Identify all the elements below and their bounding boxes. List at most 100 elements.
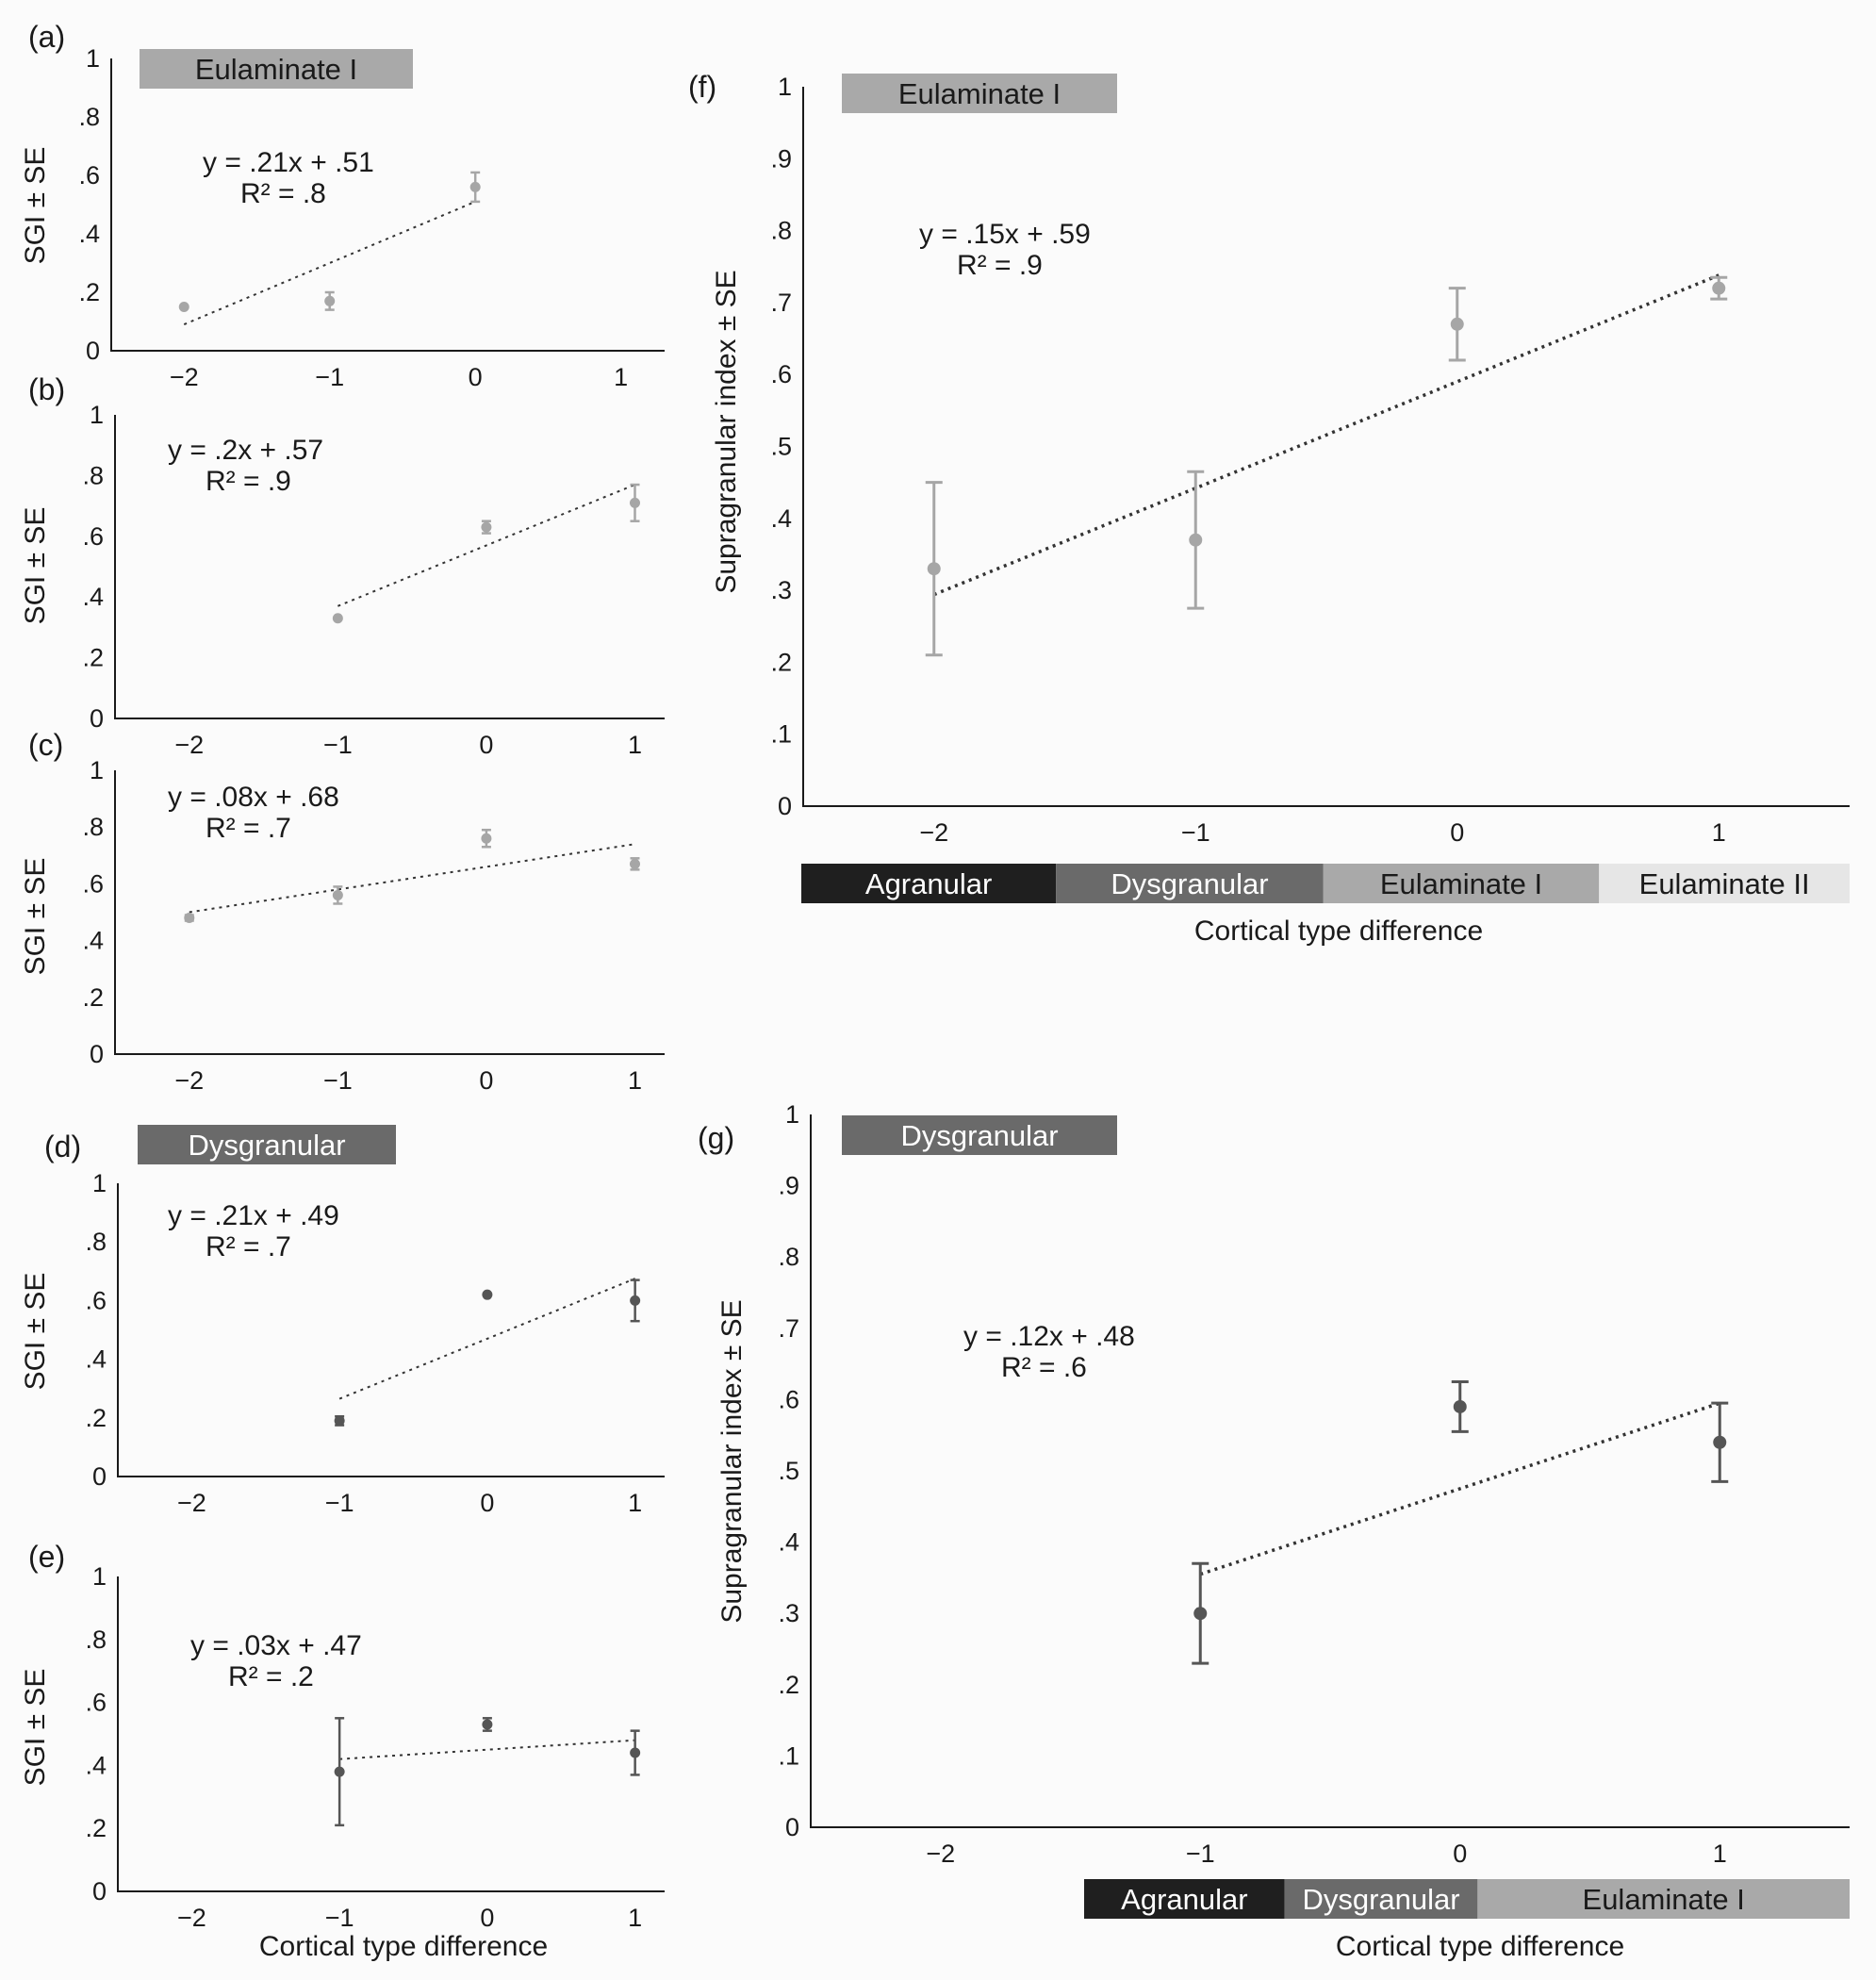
panel-d-point — [630, 1295, 641, 1306]
panel-f-ytick: .1 — [770, 720, 792, 749]
panel-f-axes — [802, 87, 1850, 807]
panel-f-point — [1450, 317, 1464, 331]
panel-e-xtick: 1 — [628, 1904, 642, 1932]
panel-f-xtick: 1 — [1712, 818, 1726, 847]
panel-b-trendline — [337, 484, 635, 607]
panel-e-r2: R² = .2 — [228, 1661, 314, 1692]
panel-a-point — [469, 181, 481, 192]
panel-f-category-segment — [801, 864, 1057, 903]
panel-d-r2: R² = .7 — [206, 1231, 291, 1262]
panel-g-banner — [842, 1115, 1117, 1155]
panel-c-ytick: .2 — [82, 983, 104, 1012]
panel-f-ytick: 1 — [778, 73, 792, 101]
panel-f-category-label: Agranular — [865, 867, 992, 900]
panel-a-xtick: −2 — [170, 363, 199, 391]
panel-c-r2: R² = .7 — [206, 813, 291, 844]
panel-d-point — [334, 1415, 345, 1427]
panel-g-xtick: −1 — [1186, 1840, 1215, 1868]
panel-f-ytick: .5 — [770, 433, 792, 461]
panel-g-label: (g) — [698, 1121, 734, 1155]
panel-g-ytick: .5 — [778, 1457, 799, 1485]
panel-g: Dysgranular (g) 0 .1 .2 .3 .4 .5 .6 .7 .8 .9 1 −2 −1 0 1… — [698, 1100, 1850, 1962]
panel-a-equation: y = .21x + .51 — [203, 147, 374, 178]
panel-d-ytick: 1 — [92, 1169, 107, 1197]
panel-g-ytick: .7 — [778, 1314, 799, 1343]
panel-a-point — [324, 295, 336, 306]
panel-d-ylabel: SGI ± SE — [20, 1273, 51, 1391]
panel-a-r2: R² = .8 — [240, 178, 326, 209]
panel-f-ytick: .2 — [770, 648, 792, 676]
panel-f-ytick: 0 — [778, 792, 792, 820]
panel-b-ylabel: SGI ± SE — [20, 507, 51, 625]
panel-g-ytick: .3 — [778, 1599, 799, 1627]
panel-d-ytick: .2 — [85, 1404, 107, 1432]
panel-a-label: (a) — [28, 20, 65, 54]
panel-f-category-segment — [1056, 864, 1324, 903]
panel-f-xlabel: Cortical type difference — [1194, 916, 1483, 947]
panel-e-xtick: −2 — [177, 1904, 206, 1932]
panel-e-label: (e) — [28, 1540, 65, 1574]
panel-f-banner-text: Eulaminate I — [898, 77, 1061, 110]
panel-g-xtick: 1 — [1713, 1840, 1727, 1868]
panel-a-banner-text: Eulaminate I — [195, 53, 357, 86]
panel-c-xtick: −2 — [174, 1066, 204, 1095]
panel-a-ytick: 0 — [86, 337, 100, 365]
panel-e-xtick: −1 — [325, 1904, 354, 1932]
panel-e-xlabel: Cortical type difference — [259, 1931, 548, 1962]
panel-f-trendline — [933, 273, 1720, 597]
panel-b-point — [629, 497, 640, 508]
panel-f-banner — [842, 74, 1117, 113]
panel-f-point — [1712, 281, 1726, 295]
panel-a: Eulaminate I (a) 0 .2 .4 .6 .8 1 −2 −1 0 1 SGI ± SE y… — [20, 20, 665, 391]
panel-g-category-segment — [1477, 1879, 1850, 1919]
panel-a-ytick: .4 — [78, 220, 100, 248]
panel-g-ytick: .4 — [778, 1528, 799, 1557]
panel-c-trendline — [189, 843, 635, 914]
panel-d-xtick: −2 — [177, 1489, 206, 1517]
panel-b-xtick: −1 — [323, 731, 353, 759]
panel-g-xlabel: Cortical type difference — [1336, 1931, 1624, 1962]
panel-d-point — [482, 1289, 493, 1300]
panel-b-point — [481, 521, 492, 533]
panel-c-ytick: .8 — [82, 813, 104, 841]
panel-a-axes — [110, 58, 665, 352]
panel-c-ytick: 0 — [90, 1040, 104, 1068]
panel-c-point — [332, 889, 343, 900]
panel-b-ytick: 0 — [90, 704, 104, 733]
panel-f-ytick: .3 — [770, 576, 792, 604]
panel-f-xtick: 0 — [1450, 818, 1464, 847]
panel-f-ytick: .8 — [770, 217, 792, 245]
panel-f-category-segment — [1599, 864, 1850, 903]
panel-d-ytick: 0 — [92, 1462, 107, 1491]
panel-a-ytick: .6 — [78, 161, 100, 190]
panel-e-ytick: .2 — [85, 1814, 107, 1842]
panel-c-xtick: 1 — [628, 1066, 642, 1095]
panel-e-ylabel: SGI ± SE — [20, 1669, 51, 1787]
panel-d-ytick: .6 — [85, 1286, 107, 1314]
panel-e-point — [334, 1766, 345, 1777]
panel-d: Dysgranular (d) 0 .2 .4 .6 .8 1 −2 −1 0 1 SGI ± SE y … — [20, 1125, 665, 1517]
panel-c-label: (c) — [28, 728, 63, 762]
panel-g-ytick: 0 — [785, 1813, 799, 1841]
panel-g-point — [1713, 1435, 1727, 1449]
panel-d-ytick: .8 — [85, 1228, 107, 1256]
panel-g-category-segment — [1284, 1879, 1478, 1919]
panel-f-label: (f) — [688, 70, 716, 104]
panel-f-r2: R² = .9 — [957, 250, 1043, 281]
panel-c-point — [629, 858, 640, 869]
panel-f-ytick: .9 — [770, 144, 792, 173]
panel-g-equation: y = .12x + .48 — [963, 1321, 1135, 1352]
panel-a-point — [178, 302, 189, 312]
panel-d-equation: y = .21x + .49 — [168, 1200, 339, 1231]
panel-e-ytick: .8 — [85, 1625, 107, 1654]
panel-d-xtick: 1 — [628, 1489, 642, 1517]
panel-b-label: (b) — [28, 372, 65, 406]
panel-b-point — [332, 613, 343, 624]
panel-f: Eulaminate I (f) 0 .1 .2 .3 .4 .5 .6 .7 .8 .9 1 −2 −1 0… — [688, 70, 1850, 947]
panel-g-ytick: 1 — [785, 1100, 799, 1129]
panel-d-axes — [117, 1183, 665, 1477]
panel-e-ytick: .6 — [85, 1689, 107, 1717]
panel-g-xtick: 0 — [1453, 1840, 1467, 1868]
panel-f-point — [1189, 533, 1203, 547]
